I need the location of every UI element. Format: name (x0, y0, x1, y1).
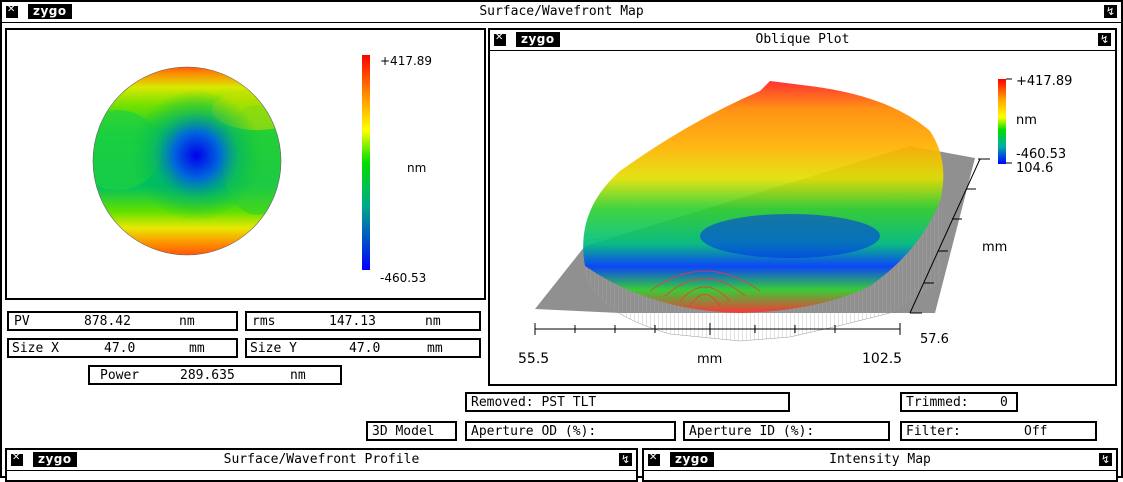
y-axis-ticks (910, 158, 990, 314)
oblique-scale-unit: nm (1016, 113, 1037, 128)
front-contours (649, 270, 761, 307)
pv-unit: nm (179, 314, 195, 329)
x-axis-unit: mm (697, 352, 722, 367)
oblique-titlebar: zygo Oblique Plot ↯ (490, 30, 1115, 51)
map-scale-unit: nm (407, 161, 426, 175)
pin-icon[interactable]: ↯ (619, 453, 632, 466)
aperture-od-field[interactable]: Aperture OD (%): (465, 421, 676, 441)
profile-titlebar: zygo Surface/Wavefront Profile ↯ (7, 450, 636, 471)
close-icon[interactable] (494, 32, 506, 46)
size-y-unit: mm (427, 341, 443, 356)
removed-text: Removed: PST TLT (471, 395, 597, 410)
oblique-plot-window: zygo Oblique Plot ↯ (488, 28, 1117, 386)
zygo-logo: zygo (516, 32, 560, 47)
power-value: 289.635 (180, 368, 235, 383)
trimmed-value: 0 (1000, 395, 1008, 410)
intensity-title: Intensity Map (829, 452, 931, 467)
oblique-color-scale (998, 79, 1006, 164)
pin-icon[interactable]: ↯ (1099, 453, 1112, 466)
surface-top (583, 81, 944, 313)
filter-value: Off (1024, 424, 1048, 439)
profile-title: Surface/Wavefront Profile (223, 452, 420, 467)
size-x-unit: mm (189, 341, 205, 356)
oblique-scale-extra: 104.6 (1016, 161, 1053, 176)
size-y-field: Size Y 47.0 mm (245, 338, 481, 358)
map-color-scale (362, 55, 370, 270)
map-scale-min: -460.53 (380, 271, 426, 285)
trimmed-field[interactable]: Trimmed: 0 (900, 392, 1018, 412)
zygo-logo: zygo (33, 452, 77, 467)
surface-map-panel: +417.89 nm -460.53 (5, 28, 486, 300)
3d-model-button[interactable]: 3D Model (366, 421, 457, 441)
rms-field: rms 147.13 nm (245, 311, 481, 331)
pv-field: PV 878.42 nm (7, 311, 238, 331)
x-axis-max: 102.5 (862, 351, 902, 367)
surface-disc (93, 67, 281, 255)
rms-label: rms (252, 314, 276, 329)
oblique-scale-min: -460.53 (1016, 147, 1066, 162)
surface-map-svg: +417.89 nm -460.53 (92, 54, 432, 285)
aperture-od-label: Aperture OD (%): (471, 424, 597, 439)
x-axis-min: 55.5 (518, 351, 549, 367)
y-axis-value: 57.6 (920, 332, 949, 347)
removed-field[interactable]: Removed: PST TLT (465, 392, 790, 412)
pin-icon[interactable]: ↯ (1098, 33, 1111, 46)
rms-unit: nm (425, 314, 441, 329)
pin-icon[interactable]: ↯ (1104, 5, 1117, 18)
size-y-label: Size Y (250, 341, 297, 356)
close-icon[interactable] (6, 4, 18, 18)
profile-window: zygo Surface/Wavefront Profile ↯ (5, 448, 638, 482)
rms-value: 147.13 (329, 314, 376, 329)
main-titlebar: zygo Surface/Wavefront Map ↯ (2, 2, 1121, 23)
power-field: Power 289.635 nm (88, 365, 342, 385)
close-icon[interactable] (648, 452, 660, 466)
size-y-value: 47.0 (349, 341, 381, 356)
intensity-window: zygo Intensity Map ↯ (642, 448, 1118, 482)
y-axis-unit: mm (982, 240, 1007, 255)
aperture-id-field[interactable]: Aperture ID (%): (683, 421, 890, 441)
power-label: Power (100, 368, 140, 383)
filter-field[interactable]: Filter: Off (900, 421, 1097, 441)
filter-label: Filter: (906, 424, 961, 439)
3d-model-label: 3D Model (372, 424, 435, 439)
close-icon[interactable] (11, 452, 23, 466)
map-scale-max: +417.89 (380, 54, 432, 68)
pv-value: 878.42 (84, 314, 131, 329)
window-title: Surface/Wavefront Map (479, 4, 644, 19)
oblique-plot-svg: +417.89 nm -460.53 104.6 mm 57.6 55.5 mm… (518, 74, 1072, 367)
intensity-titlebar: zygo Intensity Map ↯ (644, 450, 1116, 471)
size-x-value: 47.0 (104, 341, 136, 356)
power-unit: nm (290, 368, 306, 383)
y-axis (909, 158, 981, 314)
size-x-field: Size X 47.0 mm (7, 338, 238, 358)
zygo-logo: zygo (670, 452, 714, 467)
zygo-logo: zygo (28, 4, 72, 19)
x-axis-ticks (534, 323, 901, 335)
oblique-scale-max: +417.89 (1016, 74, 1072, 89)
trimmed-label: Trimmed: (906, 395, 969, 410)
oblique-title: Oblique Plot (755, 32, 850, 47)
pv-label: PV (14, 314, 30, 329)
aperture-id-label: Aperture ID (%): (689, 424, 815, 439)
size-x-label: Size X (12, 341, 59, 356)
